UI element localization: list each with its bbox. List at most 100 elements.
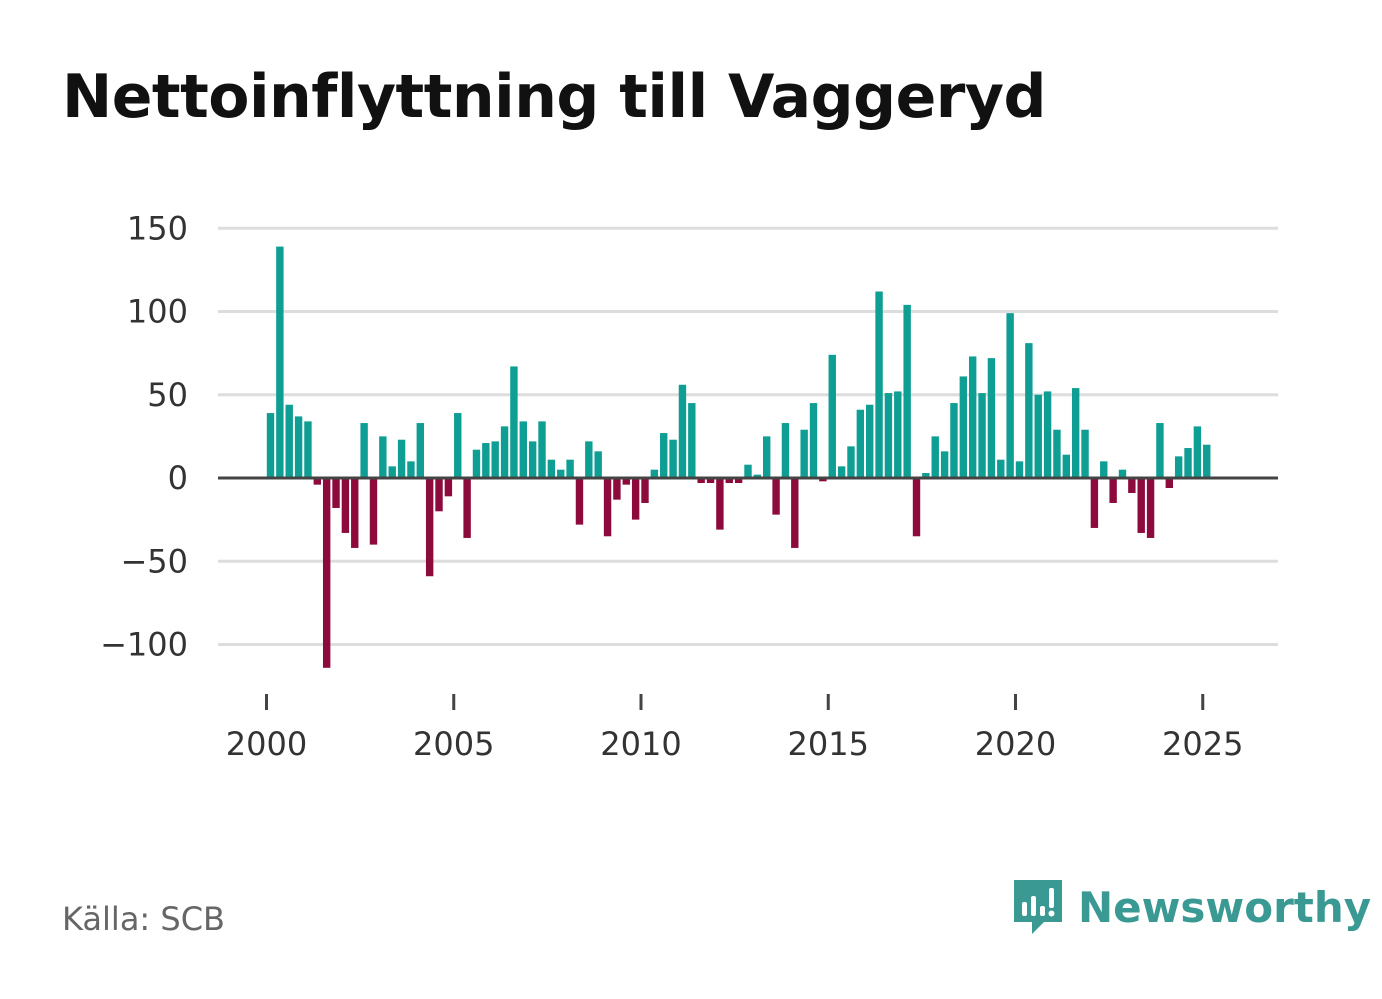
bar — [819, 478, 827, 482]
bar — [968, 356, 977, 478]
bar — [772, 478, 780, 515]
bar — [837, 466, 846, 478]
y-tick-label: 100 — [127, 293, 188, 331]
bar — [641, 478, 649, 503]
bar — [519, 421, 527, 478]
x-tick-label: 2005 — [413, 725, 494, 763]
bar — [332, 478, 340, 508]
bar — [276, 246, 284, 478]
bar — [987, 358, 996, 478]
bar — [884, 393, 893, 478]
bar — [1025, 343, 1033, 478]
bar — [1081, 429, 1089, 478]
bar — [856, 409, 865, 478]
bar — [828, 354, 836, 478]
bar — [388, 466, 396, 478]
bar — [425, 478, 434, 577]
bar — [360, 423, 368, 478]
bar — [997, 459, 1005, 478]
bar — [1071, 388, 1080, 478]
axes: 150 100 50 0 −50 −100 2000 2005 2010 2015 2020 2025 — [100, 209, 1243, 763]
bar — [1118, 469, 1127, 478]
bar — [1174, 456, 1183, 478]
bar — [322, 478, 331, 668]
x-tick-label: 2000 — [226, 725, 307, 763]
y-tick-label: 50 — [147, 376, 188, 414]
x-tick-label: 2020 — [975, 725, 1056, 763]
bar — [734, 478, 743, 483]
bar — [454, 413, 462, 478]
bar — [791, 478, 799, 548]
bar — [978, 393, 986, 478]
source-label: Källa: SCB — [62, 900, 225, 938]
bar — [894, 391, 902, 478]
bar — [922, 473, 930, 478]
bar — [294, 416, 303, 478]
bar — [1203, 444, 1211, 478]
bar — [585, 441, 593, 478]
bar — [304, 421, 312, 478]
bar — [416, 423, 424, 478]
bar — [809, 403, 818, 478]
bar — [631, 478, 640, 520]
y-tick-label: −100 — [100, 626, 188, 664]
bar — [781, 423, 790, 478]
bar — [285, 404, 293, 478]
bar — [1006, 313, 1014, 478]
bar — [1109, 478, 1117, 503]
bar — [697, 478, 705, 483]
bar — [1034, 394, 1042, 478]
x-tick-label: 2010 — [600, 725, 681, 763]
bar — [1053, 429, 1061, 478]
bar — [875, 291, 883, 478]
bar — [435, 478, 443, 512]
bar — [1146, 478, 1155, 538]
bar — [613, 478, 621, 500]
bar — [959, 376, 968, 478]
bar — [407, 461, 415, 478]
bar — [1100, 461, 1108, 478]
bar — [594, 451, 602, 478]
bar — [753, 474, 762, 478]
brand-logo[interactable]: Newsworthy — [1010, 876, 1371, 938]
bar — [482, 443, 490, 478]
grid-lines — [218, 226, 1278, 646]
x-tick-label: 2015 — [788, 725, 869, 763]
bar — [491, 441, 499, 478]
y-tick-label: 150 — [127, 209, 188, 247]
bar — [847, 446, 855, 478]
bar — [912, 478, 921, 537]
y-tick-label: −50 — [120, 542, 188, 580]
bar — [528, 441, 537, 478]
bar — [379, 436, 387, 478]
bar — [744, 464, 752, 478]
bar — [575, 478, 584, 525]
bar — [510, 366, 518, 478]
bar — [866, 404, 874, 478]
bar — [369, 478, 378, 545]
bar — [763, 436, 771, 478]
x-tick-label: 2025 — [1162, 725, 1243, 763]
bar — [903, 304, 911, 478]
bar — [538, 421, 546, 478]
bar — [463, 478, 471, 538]
y-tick-label: 0 — [168, 459, 188, 497]
bar — [557, 469, 565, 478]
bar — [660, 433, 668, 478]
bar — [716, 478, 724, 530]
bar — [603, 478, 612, 537]
brand-name: Newsworthy — [1078, 882, 1372, 932]
bar — [351, 478, 359, 548]
bar — [678, 384, 687, 478]
bar — [1090, 478, 1099, 528]
bar — [1137, 478, 1145, 533]
bar — [500, 426, 509, 478]
bar — [800, 429, 808, 478]
bar — [706, 478, 715, 483]
bar — [313, 478, 322, 485]
bar — [397, 439, 406, 478]
bar — [1165, 478, 1173, 488]
bar — [547, 459, 556, 478]
bars — [266, 246, 1211, 668]
